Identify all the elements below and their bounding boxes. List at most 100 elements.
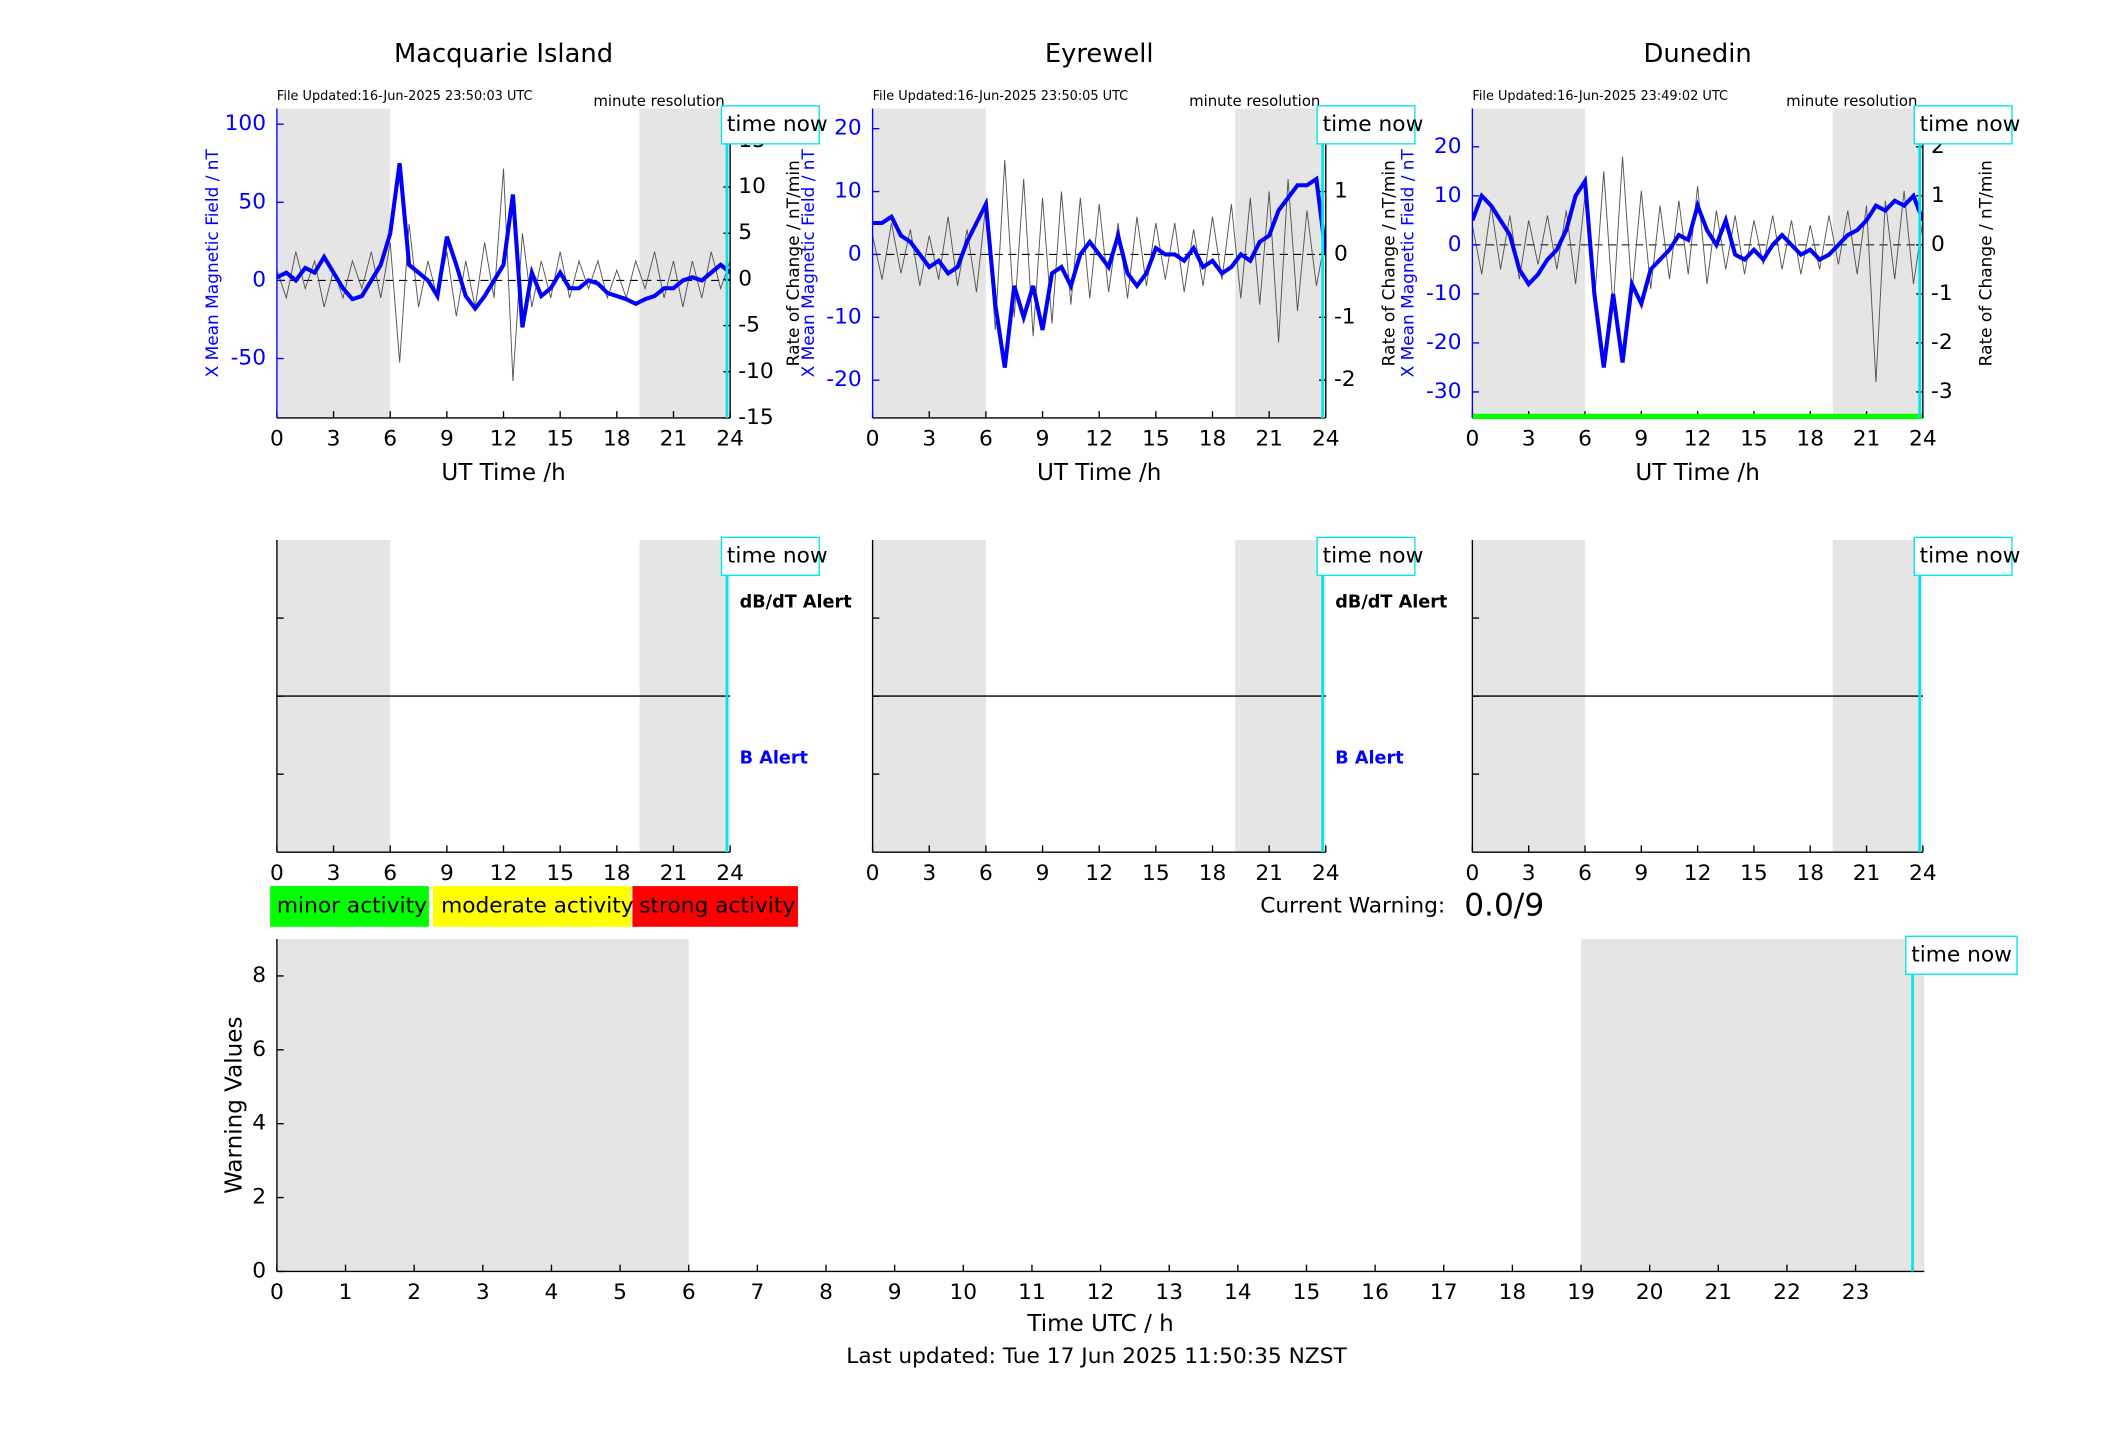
x-tick-label: 6 (979, 861, 993, 886)
data-line (276, 162, 731, 328)
x-tick-label: 21 (660, 427, 688, 452)
y-tick-label: 100 (225, 111, 266, 136)
x-tick-label: 16 (1361, 1280, 1389, 1305)
x-tick-label: 11 (1018, 1280, 1046, 1305)
x-tick-label: 6 (383, 861, 397, 886)
x-tick-label: 23 (1842, 1280, 1870, 1305)
x-tick-label: 0 (270, 1280, 284, 1305)
x-tick-label: 18 (603, 427, 631, 452)
x-tick-label: 0 (866, 861, 880, 886)
x-tick-label: 6 (682, 1280, 696, 1305)
data-line (872, 160, 1326, 343)
x-tick-label: 6 (1578, 861, 1592, 886)
footer: Last updated: Tue 17 Jun 2025 11:50:35 N… (846, 1344, 1347, 1369)
x-tick-label: 17 (1430, 1280, 1458, 1305)
night-shade (1832, 108, 1923, 418)
y-tick-label: 0 (252, 1258, 266, 1283)
x-tick-label: 21 (1704, 1280, 1732, 1305)
y2-tick-label: -2 (1334, 367, 1356, 392)
y-tick-label: 10 (834, 179, 862, 204)
x-tick-label: 18 (1199, 861, 1227, 886)
x-axis-label: UT Time /h (1635, 460, 1759, 486)
y-tick-label: -50 (231, 346, 266, 371)
y2-axis-label: Rate of Change / nT/min (783, 160, 803, 366)
x-tick-label: 20 (1636, 1280, 1664, 1305)
y2-tick-label: -2 (1931, 330, 1953, 355)
y-tick-label: 0 (848, 241, 862, 266)
night-shade (872, 108, 986, 418)
time-now-box (720, 536, 820, 577)
x-tick-label: 9 (1634, 427, 1648, 452)
x-tick-label: 3 (1522, 861, 1536, 886)
warning-label: Current Warning: (1260, 893, 1445, 918)
x-tick-label: 21 (1853, 427, 1881, 452)
x-tick-label: 6 (979, 427, 993, 452)
x-tick-label: 6 (383, 427, 397, 452)
y2-tick-label: 0 (1931, 232, 1945, 257)
legend-label: moderate activity (441, 893, 634, 918)
y-tick-label: -10 (826, 304, 861, 329)
x-tick-label: 15 (546, 427, 574, 452)
x-tick-label: 9 (440, 427, 454, 452)
x-tick-label: 0 (1465, 427, 1479, 452)
y-tick-label: 8 (252, 963, 266, 988)
y2-tick-label: 5 (738, 220, 752, 245)
y2-tick-label: -1 (1931, 281, 1953, 306)
x-tick-label: 21 (660, 861, 688, 886)
legend-swatch (432, 886, 632, 927)
y-tick-label: 6 (252, 1037, 266, 1062)
x-tick-label: 21 (1853, 861, 1881, 886)
resolution: minute resolution (593, 92, 724, 110)
x-tick-label: 12 (1085, 861, 1113, 886)
x-axis-label: UT Time /h (1037, 460, 1161, 486)
legend-swatch (632, 886, 798, 927)
x-tick-label: 3 (1522, 427, 1536, 452)
x-tick-label: 13 (1155, 1280, 1183, 1305)
y2-tick-label: 0 (1334, 241, 1348, 266)
alert-label: dB/dT Alert (1335, 592, 1448, 612)
y-tick-label: 4 (252, 1111, 266, 1136)
x-tick-label: 12 (490, 427, 518, 452)
data-line (276, 168, 731, 382)
x-tick-label: 24 (1312, 427, 1340, 452)
y-tick-label: -20 (1426, 330, 1461, 355)
x-tick-label: 10 (949, 1280, 977, 1305)
time-now-label: time now (1920, 543, 2021, 568)
y2-tick-label: 10 (738, 174, 766, 199)
x-tick-label: 8 (819, 1280, 833, 1305)
chart-title: Dunedin (1644, 39, 1752, 69)
x-tick-label: 12 (1087, 1280, 1115, 1305)
x-tick-label: 22 (1773, 1280, 1801, 1305)
night-shade (639, 108, 731, 418)
y-tick-label: 0 (252, 267, 266, 292)
legend-label: minor activity (277, 893, 427, 918)
x-tick-label: 9 (1036, 427, 1050, 452)
x-tick-label: 15 (1740, 427, 1768, 452)
night-shade (276, 108, 391, 418)
x-tick-label: 9 (1036, 861, 1050, 886)
x-tick-label: 21 (1255, 427, 1283, 452)
y-tick-label: -10 (1426, 281, 1461, 306)
file-updated: File Updated:16-Jun-2025 23:49:02 UTC (1472, 89, 1728, 104)
time-now-box (1316, 105, 1416, 145)
x-tick-label: 14 (1224, 1280, 1252, 1305)
y-axis-label: X Mean Magnetic Field / nT (202, 148, 222, 377)
x-tick-label: 3 (327, 861, 341, 886)
x-tick-label: 0 (270, 861, 284, 886)
y-tick-label: 20 (1434, 134, 1462, 159)
legend-swatch (270, 886, 429, 927)
y-tick-label: 0 (1448, 232, 1462, 257)
resolution: minute resolution (1786, 92, 1917, 110)
x-tick-label: 24 (1909, 861, 1937, 886)
x-tick-label: 12 (1085, 427, 1113, 452)
y2-tick-label: -15 (738, 405, 773, 430)
y2-tick-label: -10 (738, 359, 773, 384)
y-axis-label: Warning Values (221, 1017, 247, 1194)
time-now-box (720, 105, 820, 145)
x-axis-label: Time UTC / h (1026, 1311, 1173, 1337)
x-tick-label: 9 (1634, 861, 1648, 886)
time-now-box (1316, 536, 1416, 577)
x-tick-label: 18 (1499, 1280, 1527, 1305)
time-now-label: time now (1911, 942, 2012, 967)
x-tick-label: 0 (270, 427, 284, 452)
